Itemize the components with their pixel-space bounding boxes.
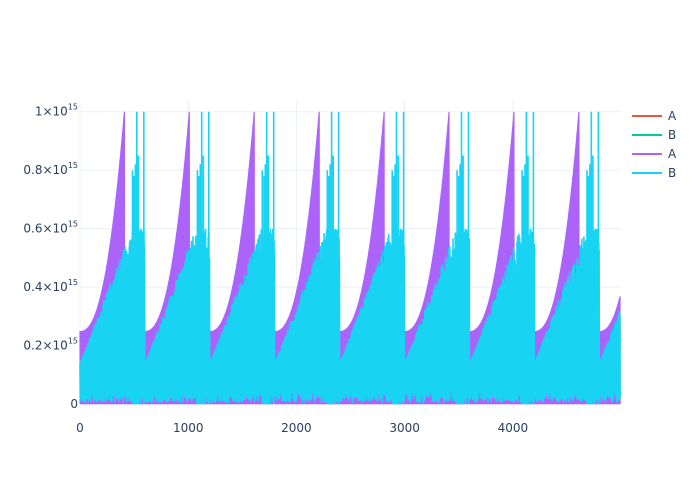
legend-swatch [632, 152, 662, 155]
x-tick-label: 4000 [498, 421, 529, 435]
legend-item[interactable]: A [632, 106, 692, 125]
y-tick-label: 0.2×1015 [23, 337, 78, 353]
legend-swatch [632, 133, 662, 136]
legend-label: A [668, 146, 677, 161]
plot-area [79, 111, 621, 405]
y-tick-label: 0 [70, 397, 78, 411]
legend-label: B [668, 165, 677, 180]
legend-label: B [668, 127, 677, 142]
y-tick-label: 1×1015 [35, 103, 78, 119]
legend-item[interactable]: A [632, 144, 692, 163]
series-line-b [79, 111, 621, 405]
legend-swatch [632, 114, 662, 117]
legend-label: A [668, 108, 677, 123]
x-tick-label: 0 [76, 421, 84, 435]
x-tick-label: 1000 [173, 421, 204, 435]
y-tick-label: 0.6×1015 [23, 220, 78, 236]
y-tick-label: 0.4×1015 [23, 278, 78, 294]
legend-swatch [632, 171, 662, 174]
x-tick-label: 3000 [389, 421, 420, 435]
legend-item[interactable]: B [632, 163, 692, 182]
axis-labels: 0 1000 2000 3000 4000 0 0.2×1015 0.4×1015 0.6×10… [23, 103, 528, 435]
x-tick-label: 2000 [281, 421, 312, 435]
y-tick-label: 0.8×1015 [23, 161, 78, 177]
legend-item[interactable]: B [632, 125, 692, 144]
